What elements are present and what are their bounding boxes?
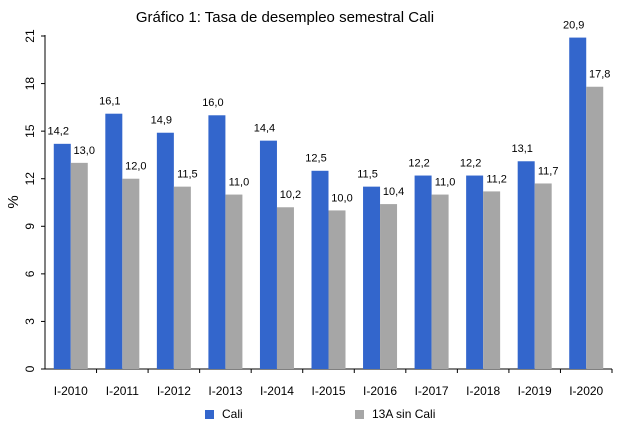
y-tick-label: 0 (23, 365, 37, 372)
value-label: 11,5 (357, 169, 378, 181)
bar (483, 191, 501, 369)
value-label: 17,8 (589, 69, 610, 81)
value-label: 10,4 (383, 186, 404, 198)
legend-label: 13A sin Cali (372, 407, 435, 421)
bar (414, 175, 432, 369)
bar (122, 178, 140, 369)
bar (380, 204, 398, 369)
y-axis-label: % (5, 195, 22, 208)
value-label: 13,0 (74, 145, 95, 157)
x-tick-label: I-2012 (157, 384, 191, 398)
bar (208, 115, 226, 370)
x-tick-label: I-2016 (363, 384, 397, 398)
y-tick-label: 3 (23, 318, 37, 325)
value-label: 14,9 (151, 115, 172, 127)
value-label: 14,2 (48, 126, 69, 138)
bar (70, 162, 88, 369)
value-label: 20,9 (563, 19, 584, 31)
value-label: 13,1 (511, 143, 532, 155)
x-tick-label: I-2014 (260, 384, 294, 398)
bar (276, 207, 294, 369)
value-label: 16,1 (99, 96, 120, 108)
value-label: 14,4 (254, 123, 275, 135)
value-label: 12,5 (305, 153, 326, 165)
value-label: 11,0 (435, 176, 456, 188)
y-tick-label: 6 (23, 270, 37, 277)
value-label: 11,2 (486, 173, 507, 185)
x-tick-label: I-2020 (569, 384, 603, 398)
legend-label: Cali (222, 407, 243, 421)
y-tick-label: 21 (23, 29, 37, 43)
bar (173, 186, 191, 369)
legend-swatch (205, 410, 214, 419)
bar (225, 194, 243, 369)
bar (328, 210, 346, 369)
x-tick-label: I-2010 (54, 384, 88, 398)
y-tick-label: 15 (23, 124, 37, 138)
x-tick-label: I-2018 (466, 384, 500, 398)
bar (517, 161, 535, 369)
value-label: 11,7 (538, 165, 559, 177)
x-tick-label: I-2013 (208, 384, 242, 398)
bar (431, 194, 449, 369)
x-tick-label: I-2019 (518, 384, 552, 398)
bar (466, 175, 484, 369)
x-tick-label: I-2011 (106, 384, 139, 398)
y-tick-label: 9 (23, 223, 37, 230)
chart-title: Gráfico 1: Tasa de desempleo semestral C… (136, 9, 434, 26)
value-label: 10,2 (280, 189, 301, 201)
bar (311, 170, 329, 369)
bar (586, 86, 604, 369)
value-label: 16,0 (202, 97, 223, 109)
bar (363, 186, 381, 369)
bar (259, 140, 277, 369)
x-tick-label: I-2017 (415, 384, 449, 398)
y-tick-label: 12 (23, 172, 37, 186)
value-label: 12,0 (125, 161, 146, 173)
bar (53, 143, 71, 369)
bar (534, 183, 552, 369)
value-label: 11,0 (229, 176, 250, 188)
value-label: 11,5 (177, 169, 198, 181)
bar (105, 113, 123, 369)
value-label: 12,2 (408, 157, 429, 169)
bar (156, 132, 174, 369)
y-tick-label: 18 (23, 77, 37, 91)
x-tick-label: I-2015 (311, 384, 345, 398)
value-label: 10,0 (331, 192, 352, 204)
bar (569, 37, 587, 369)
legend-swatch (355, 410, 364, 419)
value-label: 12,2 (460, 157, 481, 169)
